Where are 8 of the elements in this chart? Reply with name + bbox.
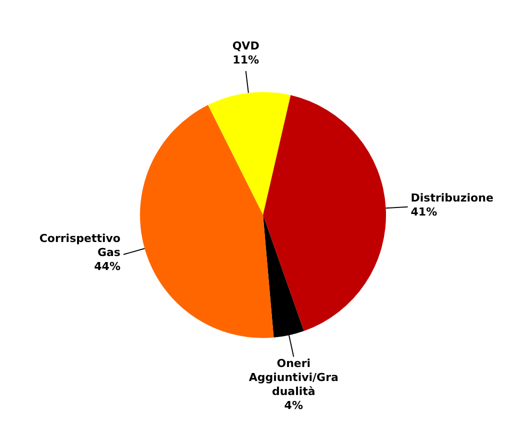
data-label: 4% [284, 399, 303, 412]
data-label: 11% [232, 53, 260, 66]
slice-label: Corrispettivo Gas [39, 232, 121, 259]
slice-label: QVD [232, 39, 260, 52]
data-label: 44% [94, 260, 120, 273]
data-label: 41% [410, 205, 438, 218]
slice-label: Distribuzione [410, 191, 494, 204]
slice-label: Oneri Aggiuntivi/Gradualità [248, 357, 338, 398]
